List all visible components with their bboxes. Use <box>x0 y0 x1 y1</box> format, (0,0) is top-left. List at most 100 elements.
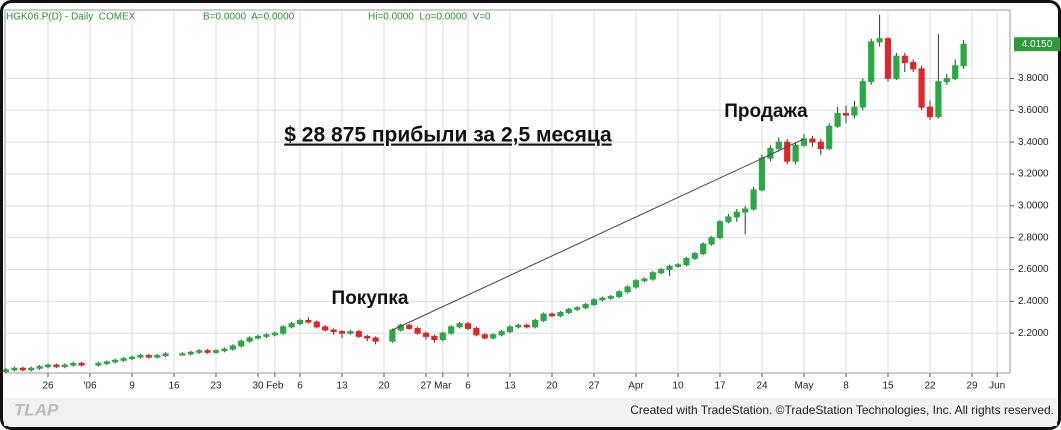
candle-body <box>817 141 824 150</box>
x-tick-label: 6 <box>465 381 471 392</box>
candle-body <box>414 327 421 334</box>
candle-body <box>691 253 698 259</box>
candle-body <box>11 367 18 371</box>
candle-body <box>221 348 228 352</box>
candle-body <box>708 237 715 245</box>
candle-body <box>607 296 614 299</box>
candle-body <box>448 326 455 334</box>
candle-body <box>338 331 346 334</box>
y-tick-label: 2.6000 <box>1018 264 1049 275</box>
x-tick-label: 6 <box>297 381 303 392</box>
candle-body <box>851 106 858 116</box>
candle-body <box>347 331 354 334</box>
candle-body <box>145 354 152 358</box>
candle-body <box>901 55 908 64</box>
footer-band <box>4 398 1057 426</box>
x-tick-label: 30 <box>252 381 264 392</box>
candle-body <box>750 189 757 210</box>
y-tick-label: 2.4000 <box>1018 296 1049 307</box>
candle-body <box>532 319 539 328</box>
candle-body <box>792 144 799 162</box>
candle-body <box>859 81 866 108</box>
candle-body <box>515 324 522 328</box>
y-tick-label: 2.8000 <box>1018 232 1049 243</box>
candle-body <box>658 269 665 274</box>
candle-body <box>599 297 606 301</box>
candle-body <box>19 367 26 371</box>
candle-body <box>616 291 623 298</box>
candle-body <box>574 307 581 310</box>
last-price-box <box>1014 37 1060 52</box>
candle-body <box>322 326 329 331</box>
candle-body <box>742 208 749 213</box>
footer: Created with TradeStation. ©TradeStation… <box>630 403 1054 417</box>
x-tick-label: 20 <box>378 381 390 392</box>
x-tick-label: 26 <box>42 381 54 392</box>
x-tick-label: 13 <box>336 381 348 392</box>
candle-body <box>364 335 371 339</box>
candle-body <box>674 264 682 267</box>
watermark: TLAP <box>14 400 59 419</box>
candle-body <box>582 304 589 309</box>
candle-body <box>641 278 648 282</box>
candle-body <box>296 319 304 325</box>
trade-line <box>392 138 805 331</box>
candle-body <box>254 335 262 339</box>
candle-body <box>700 243 707 255</box>
candle-body <box>456 323 463 328</box>
x-tick-label: 17 <box>714 381 726 392</box>
candle-body <box>372 337 379 342</box>
candle-body <box>733 211 740 218</box>
x-tick-label: 29 <box>966 381 978 392</box>
candle-body <box>952 65 959 79</box>
candle-body <box>137 354 144 358</box>
candle-body <box>506 326 514 333</box>
candle-body <box>44 364 52 368</box>
candle-body <box>212 350 220 353</box>
plot-area <box>4 9 1011 374</box>
y-tick-label: 3.6000 <box>1018 105 1049 116</box>
last-price-label: 4.0150 <box>1022 39 1053 50</box>
candle-body <box>910 62 917 70</box>
candle-body <box>725 216 732 223</box>
candle-body <box>893 55 900 79</box>
candle-body <box>53 364 60 368</box>
candle-body <box>884 38 892 79</box>
candle-body <box>154 354 161 358</box>
candle-body <box>624 286 631 293</box>
x-tick-label: 27 <box>588 381 600 392</box>
candle-body <box>78 362 85 366</box>
candle-body <box>330 329 337 333</box>
candle-body <box>826 125 833 150</box>
candle-body <box>204 350 211 353</box>
candle-body <box>305 319 312 323</box>
candle-body <box>464 323 472 329</box>
candle-body <box>439 332 446 341</box>
candle-body <box>716 221 724 239</box>
header-hi-lo: Hi=0.0000 Lo=0.0000 V=0 <box>368 12 491 23</box>
x-tick-label: 20 <box>546 381 558 392</box>
candle-body <box>758 157 766 191</box>
x-tick-label: May <box>795 381 814 392</box>
x-tick-label: Feb <box>266 381 284 392</box>
candle-body <box>355 331 362 337</box>
candle-body <box>590 299 598 306</box>
candle-body <box>422 332 430 337</box>
candle-body <box>120 358 127 361</box>
candle-body <box>36 366 43 369</box>
candle-body <box>103 361 110 364</box>
header-symbol: HGK06.P(D) - Daily COMEX <box>6 12 136 23</box>
header-bid-ask: B=0.0000 A=0.0000 <box>203 12 295 23</box>
y-tick-label: 3.8000 <box>1018 73 1049 84</box>
candle-body <box>313 321 320 328</box>
candle-body <box>112 359 119 363</box>
candle-body <box>649 272 656 280</box>
x-tick-label: 22 <box>924 381 936 392</box>
x-tick-label: 24 <box>756 381 768 392</box>
x-tick-label: 23 <box>210 381 222 392</box>
y-tick-label: 3.2000 <box>1018 169 1049 180</box>
x-tick-label: Apr <box>628 381 644 392</box>
x-tick-label: 15 <box>882 381 894 392</box>
candle-body <box>179 353 186 356</box>
x-tick-label: Mar <box>434 381 452 392</box>
